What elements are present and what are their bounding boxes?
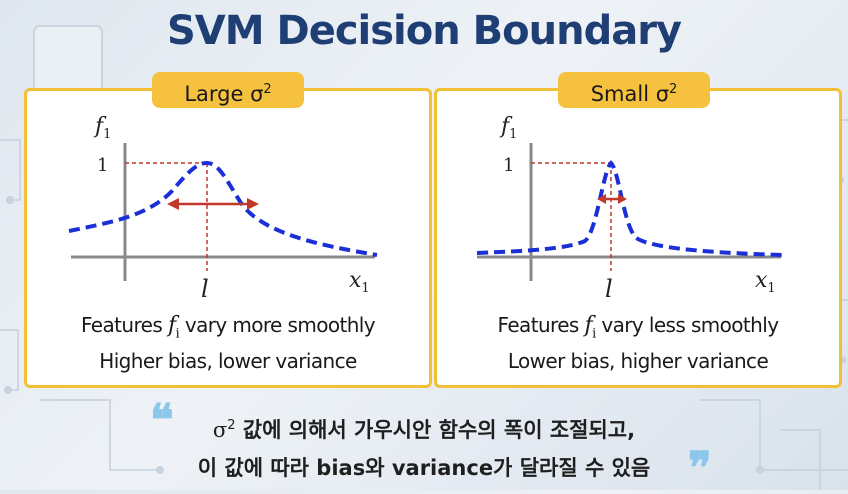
large-sigma-plot: f1 1 l x1 [68,114,378,303]
small-sigma-plot: f1 1 l x1 [476,114,784,303]
small-sigma-panel: f1 1 l x1 Features fi vary less smoothly… [434,88,842,388]
caption-bias-variance: Lower bias, higher variance [507,349,769,373]
peak-value-label: 1 [503,155,514,176]
x-axis-label: x1 [755,268,776,296]
large-sigma-tag: Large σ2 [152,72,304,108]
caption-smoothness: Features fi vary more smoothly [81,313,376,342]
caption-bias-variance: Higher bias, lower variance [99,349,357,373]
close-quote-icon: ❞ [688,443,712,494]
small-sigma-tag: Small σ2 [558,72,710,108]
y-axis-label: f1 [93,114,111,142]
gaussian-curve [476,160,784,257]
quote-line-2: 이 값에 따라 bias와 variance가 달라질 수 있음 [197,456,651,480]
open-quote-icon: ❝ [150,395,174,446]
page-title: SVM Decision Boundary [167,8,682,54]
caption-smoothness: Features fi vary less smoothly [497,313,779,342]
landmark-label: l [605,275,613,303]
peak-value-label: 1 [97,155,108,176]
width-arrow-left-head [597,194,606,204]
landmark-label: l [201,275,209,303]
width-arrow-left-head [167,198,179,210]
quote-line-1: σ2 값에 의해서 가우시안 함수의 폭이 조절되고, [212,418,636,442]
y-axis-label: f1 [499,114,517,142]
gaussian-curve [68,160,378,257]
width-arrow-right-head [247,198,259,210]
width-arrow-right-head [618,194,627,204]
large-sigma-panel: f1 1 l x1 Features fi vary more smoothly… [24,88,432,388]
x-axis-label: x1 [349,268,370,296]
